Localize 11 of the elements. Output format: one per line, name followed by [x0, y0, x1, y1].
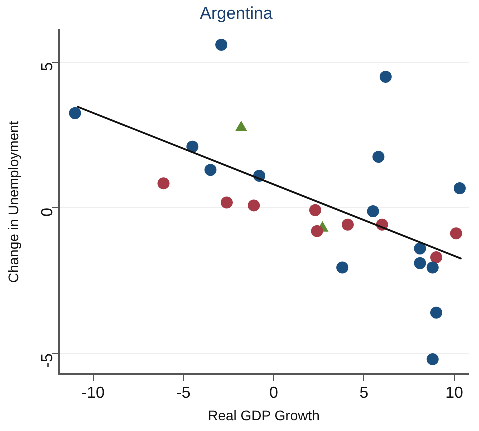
y-tick-label: -5 [39, 354, 56, 368]
x-tick-label: -5 [176, 385, 191, 402]
y-tick-label: 5 [39, 62, 56, 72]
x-tick-label: 5 [360, 385, 369, 402]
y-axis-title: Change in Unemployment [5, 121, 22, 284]
x-tick-label: 0 [269, 385, 278, 402]
x-tick-label: -10 [82, 385, 105, 402]
x-axis-title: Real GDP Growth [208, 407, 320, 424]
chart-title: Argentina [200, 4, 274, 23]
y-tick-label: 0 [39, 208, 56, 217]
x-tick-label: 10 [446, 385, 464, 402]
